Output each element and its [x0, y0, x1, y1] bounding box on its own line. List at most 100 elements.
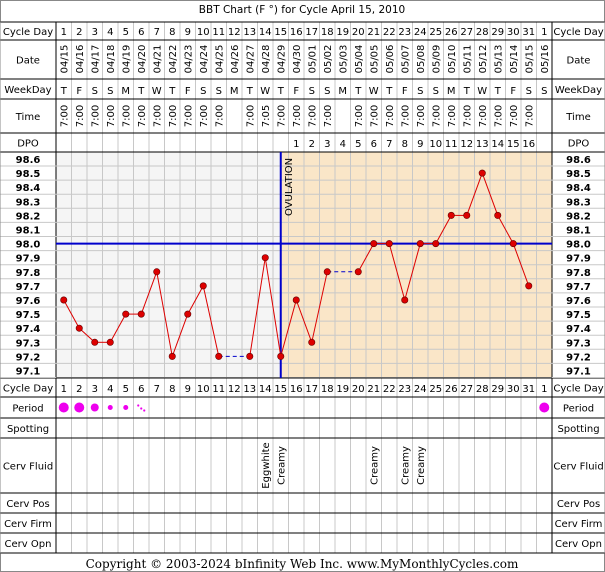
- date-label: 05/12: [478, 45, 489, 74]
- weekday-label: T: [137, 86, 145, 97]
- y-tick-label-right: 98.4: [566, 183, 591, 194]
- time-label: 7:00: [431, 105, 442, 127]
- weekday-label: W: [369, 86, 379, 97]
- dpo-label: 12: [460, 139, 473, 150]
- row-label-cerv-fluid-right: Cerv Fluid: [553, 462, 603, 473]
- weekday-label: T: [246, 86, 254, 97]
- temperature-segment: [404, 243, 421, 301]
- y-tick-label-right: 97.2: [566, 352, 591, 363]
- cycle-day-label-bottom: 16: [290, 384, 303, 395]
- weekday-label: T: [494, 86, 502, 97]
- temperature-point: [447, 211, 455, 219]
- date-label: 05/05: [369, 45, 380, 74]
- date-label: 05/04: [354, 45, 365, 74]
- time-label: 7:00: [183, 105, 194, 127]
- weekday-label: S: [92, 86, 98, 97]
- temperature-point: [60, 296, 68, 304]
- temperature-segment: [388, 243, 406, 301]
- cerv-fluid-label: Creamy: [400, 446, 411, 485]
- cycle-day-label: 30: [507, 27, 520, 38]
- period-spotting-dot: [137, 404, 140, 407]
- row-label-dpo-left: DPO: [17, 139, 39, 150]
- time-label: 7:00: [59, 105, 70, 127]
- date-label: 05/07: [400, 45, 411, 74]
- row-label-spotting-left: Spotting: [7, 424, 49, 435]
- weekday-label: T: [277, 86, 285, 97]
- y-tick-label-left: 98.4: [16, 183, 41, 194]
- date-label: 05/03: [338, 45, 349, 74]
- y-tick-label-left: 97.9: [16, 254, 41, 265]
- row-label-time-right: Time: [565, 112, 590, 123]
- row-label-weekday-right: WeekDay: [555, 85, 602, 96]
- y-tick-label-right: 97.3: [566, 338, 591, 349]
- date-label: 04/19: [121, 45, 132, 74]
- row-label-cerv-opn-left: Cerv Opn: [5, 539, 52, 550]
- y-tick-label-right: 97.4: [566, 324, 591, 335]
- cycle-day-label-bottom: 17: [305, 384, 318, 395]
- y-tick-label-left: 97.6: [16, 296, 41, 307]
- time-label: 7:00: [447, 105, 458, 127]
- temperature-point: [91, 338, 99, 346]
- y-tick-label-right: 97.8: [566, 268, 591, 279]
- weekday-label: M: [230, 86, 239, 97]
- temperature-segment: [466, 172, 483, 216]
- cycle-day-label-bottom: 29: [491, 384, 504, 395]
- date-label: 04/24: [199, 45, 210, 74]
- temperature-segment: [249, 257, 266, 357]
- cycle-day-label-bottom: 19: [336, 384, 349, 395]
- date-label: 05/11: [462, 45, 473, 74]
- temperature-segment: [280, 299, 297, 357]
- period-dot: [58, 402, 69, 413]
- date-label: 05/10: [447, 45, 458, 74]
- temperature-point: [215, 352, 223, 360]
- dpo-label: 9: [417, 139, 423, 150]
- row-label-spotting-right: Spotting: [557, 424, 599, 435]
- date-label: 05/14: [509, 45, 520, 74]
- weekday-label: W: [152, 86, 162, 97]
- left-label-panel: [0, 22, 56, 553]
- row-label-cycle-day2-right: Cycle Day: [553, 384, 603, 395]
- weekday-label: M: [447, 86, 456, 97]
- cycle-day-label-bottom: 23: [398, 384, 411, 395]
- temperature-point: [370, 240, 378, 248]
- temperature-point: [184, 310, 192, 318]
- weekday-label: S: [526, 86, 532, 97]
- cycle-day-label: 18: [321, 27, 334, 38]
- weekday-label: T: [354, 86, 362, 97]
- cycle-day-label-bottom: 18: [321, 384, 334, 395]
- date-label: 04/22: [168, 45, 179, 74]
- temperature-point: [509, 240, 517, 248]
- cycle-day-label: 20: [352, 27, 365, 38]
- weekday-label: T: [60, 86, 68, 97]
- temperature-point: [246, 352, 254, 360]
- date-label: 04/17: [90, 45, 101, 74]
- row-label-weekday-left: WeekDay: [4, 85, 51, 96]
- cycle-day-label-bottom: 1: [541, 384, 547, 395]
- weekday-label: F: [293, 86, 299, 97]
- time-label: 7:00: [385, 105, 396, 127]
- weekday-label: W: [260, 86, 270, 97]
- time-label: 7:00: [121, 105, 132, 127]
- cycle-day-label: 24: [414, 27, 427, 38]
- row-label-cerv-firm-left: Cerv Firm: [4, 519, 52, 530]
- time-label: 7:00: [214, 105, 225, 127]
- date-label: 05/09: [431, 45, 442, 74]
- cycle-day-label: 3: [92, 27, 98, 38]
- y-tick-label-right: 98.6: [566, 155, 591, 166]
- row-label-cerv-opn-right: Cerv Opn: [555, 539, 602, 550]
- temperature-point: [153, 268, 161, 276]
- temperature-segment: [171, 313, 189, 357]
- right-label-panel: [552, 22, 605, 553]
- temperature-segment: [109, 313, 127, 343]
- date-label: 05/16: [540, 45, 551, 74]
- weekday-label: M: [121, 86, 130, 97]
- y-tick-label-left: 98.1: [16, 226, 41, 237]
- cerv-fluid-label: Creamy: [276, 446, 287, 485]
- row-label-time-left: Time: [15, 112, 40, 123]
- cycle-day-label: 27: [460, 27, 473, 38]
- temperature-segment: [295, 299, 313, 343]
- temperature-point: [323, 268, 331, 276]
- y-tick-label-right: 97.7: [566, 282, 591, 293]
- dpo-label: 14: [491, 139, 504, 150]
- temperature-segment: [357, 243, 375, 273]
